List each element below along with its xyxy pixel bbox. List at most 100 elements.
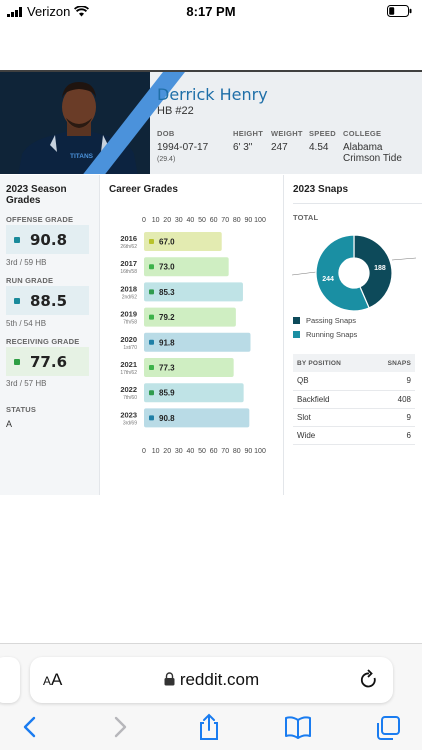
receiving-grade-dot [14, 358, 20, 365]
x-tick-label-bottom: 40 [187, 448, 195, 455]
x-tick-label-top: 100 [254, 217, 266, 224]
year-label: 2021 [120, 360, 137, 369]
x-tick-label-bottom: 70 [221, 448, 229, 455]
career-grade-value-label: 85.9 [159, 389, 175, 398]
x-tick-label-top: 90 [245, 217, 253, 224]
career-grade-value-label: 90.8 [159, 414, 175, 423]
weight-label: WEIGHT [271, 129, 303, 138]
height-value: 6' 3" [233, 142, 253, 153]
share-icon[interactable] [197, 713, 221, 741]
x-tick-label-bottom: 100 [254, 448, 266, 455]
career-grade-value-label: 73.0 [159, 263, 175, 272]
player-name: Derrick Henry [157, 85, 268, 104]
aa-small: A [43, 674, 52, 688]
year-rank-label: 7th/60 [123, 395, 137, 401]
aa-large: A [51, 670, 63, 689]
snaps-divider [293, 203, 422, 204]
year-rank-label: 26th/62 [120, 244, 137, 250]
year-rank-label: 7th/58 [123, 320, 137, 326]
receiving-grade-value: 77.6 [30, 352, 68, 371]
x-tick-label-bottom: 20 [163, 448, 171, 455]
status-bar: Verizon 8:17 PM [0, 0, 422, 22]
reload-icon[interactable] [359, 669, 379, 691]
college-value: Alabama Crimson Tide [343, 142, 402, 164]
carrier: Verizon [7, 4, 90, 19]
row-position: Backfield [293, 390, 370, 409]
carrier-name: Verizon [27, 4, 71, 19]
dob-field: DOB 1994-07-17 (29.4) [157, 129, 217, 165]
legend-passing: Passing Snaps [293, 316, 356, 325]
x-tick-label-bottom: 80 [233, 448, 241, 455]
weight-value: 247 [271, 142, 288, 153]
career-grade-bar [144, 282, 243, 302]
year-rank-label: 3rd/69 [123, 420, 137, 426]
season-grades-title: 2023 Season Grades [6, 184, 67, 206]
bookmarks-icon[interactable] [284, 715, 312, 739]
offense-grade-label: OFFENSE GRADE [6, 215, 74, 224]
url-display[interactable]: reddit.com [30, 670, 393, 690]
year-label: 2022 [120, 385, 137, 394]
year-label: 2017 [120, 259, 137, 268]
career-grade-dot [149, 264, 154, 270]
snaps-title: 2023 Snaps [293, 184, 349, 195]
previous-tab-peek[interactable] [0, 657, 20, 703]
career-grade-value-label: 85.3 [159, 288, 175, 297]
table-header-row: BY POSITION SNAPS [293, 354, 415, 372]
career-grade-dot [149, 365, 154, 370]
browser-toolbar: AA reddit.com [0, 643, 422, 750]
career-grade-value-label: 79.2 [159, 313, 175, 322]
snaps-donut-chart: 188 244 [291, 234, 417, 312]
col-by-position: BY POSITION [293, 354, 370, 372]
career-grade-value-label: 91.8 [159, 338, 175, 347]
tabs-icon[interactable] [375, 715, 401, 741]
player-position: HB #22 [157, 105, 194, 117]
back-icon[interactable] [20, 715, 40, 739]
x-tick-label-bottom: 30 [175, 448, 183, 455]
height-label: HEIGHT [233, 129, 264, 138]
x-tick-label-top: 20 [163, 217, 171, 224]
speed-field: SPEED 4.54 [309, 129, 336, 153]
wifi-icon [74, 6, 90, 17]
reader-text-size-button[interactable]: AA [43, 670, 62, 690]
career-grade-bar [144, 358, 234, 377]
year-label: 2020 [120, 335, 137, 344]
row-position: Wide [293, 426, 370, 445]
snaps-panel: 2023 Snaps TOTAL 188 244 Passing Snaps Ru… [283, 175, 422, 495]
year-label: 2016 [120, 234, 137, 243]
run-grade-box: 88.5 [6, 286, 89, 315]
career-grade-dot [149, 390, 154, 396]
forward-icon[interactable] [110, 715, 130, 739]
x-tick-label-top: 10 [152, 217, 160, 224]
run-grade-dot [14, 297, 20, 304]
career-grade-bar [144, 232, 222, 251]
college-field: COLLEGE Alabama Crimson Tide [343, 129, 422, 164]
donut-leader-line [291, 271, 317, 276]
x-tick-label-bottom: 0 [142, 448, 146, 455]
career-grade-value-label: 77.3 [159, 364, 175, 373]
x-tick-label-top: 80 [233, 217, 241, 224]
career-grade-bar [144, 307, 236, 327]
offense-grade-value: 90.8 [30, 230, 68, 249]
speed-value: 4.54 [309, 142, 329, 153]
battery-icon [387, 5, 412, 17]
run-grade-label: RUN GRADE [6, 276, 54, 285]
x-tick-label-top: 0 [142, 217, 146, 224]
offense-grade-dot [14, 236, 20, 243]
table-row: Slot 9 [293, 408, 415, 427]
x-tick-label-bottom: 60 [210, 448, 218, 455]
career-grade-bar [144, 383, 244, 403]
career-grade-bar [144, 257, 229, 277]
year-label: 2019 [120, 310, 137, 319]
legend-running-label: Running Snaps [306, 330, 358, 339]
year-label: 2023 [120, 410, 137, 419]
run-grade-value: 88.5 [30, 291, 68, 310]
x-tick-label-top: 50 [198, 217, 206, 224]
clock: 8:17 PM [186, 4, 236, 19]
row-snaps: 6 [369, 426, 415, 445]
grades-content: 2023 Season Grades OFFENSE GRADE 90.8 3r… [0, 175, 422, 495]
table-row: Backfield 408 [293, 390, 415, 409]
career-grades-title: Career Grades [109, 184, 178, 195]
row-snaps: 9 [369, 372, 415, 391]
address-bar[interactable]: AA reddit.com [30, 657, 393, 703]
career-grade-dot [149, 314, 154, 320]
